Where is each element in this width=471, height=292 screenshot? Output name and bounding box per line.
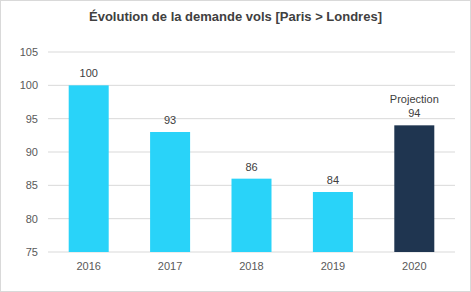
x-tick-label: 2018 — [239, 260, 263, 272]
chart-svg: Évolution de la demande vols [Paris > Lo… — [0, 0, 471, 292]
x-tick-label: 2017 — [158, 260, 182, 272]
data-label: 86 — [245, 161, 257, 173]
x-tick-label: 2019 — [321, 260, 345, 272]
bars — [69, 85, 435, 252]
chart-frame — [1, 1, 471, 292]
x-tick-label: 2016 — [76, 260, 100, 272]
chart-container: Évolution de la demande vols [Paris > Lo… — [0, 0, 471, 292]
grid-line — [48, 118, 455, 119]
y-tick-label: 90 — [26, 146, 38, 158]
data-label: 93 — [164, 114, 176, 126]
bar — [69, 85, 109, 252]
data-label: 84 — [327, 174, 339, 186]
y-tick-label: 95 — [26, 113, 38, 125]
bar — [150, 132, 190, 252]
grid-line — [48, 85, 455, 86]
y-tick-label: 80 — [26, 213, 38, 225]
y-tick-label: 85 — [26, 179, 38, 191]
bar — [394, 125, 434, 252]
chart-title: Évolution de la demande vols [Paris > Lo… — [89, 9, 382, 24]
y-tick-label: 100 — [20, 79, 38, 91]
bar — [313, 192, 353, 252]
grid-line — [48, 152, 455, 153]
y-tick-label: 105 — [20, 46, 38, 58]
x-tick-label: 2020 — [402, 260, 426, 272]
data-label: 100 — [80, 67, 98, 79]
y-tick-label: 75 — [26, 246, 38, 258]
data-label: 94 — [408, 107, 420, 119]
bar — [232, 179, 272, 252]
annotation: Projection — [390, 93, 439, 105]
grid-line — [48, 52, 455, 53]
